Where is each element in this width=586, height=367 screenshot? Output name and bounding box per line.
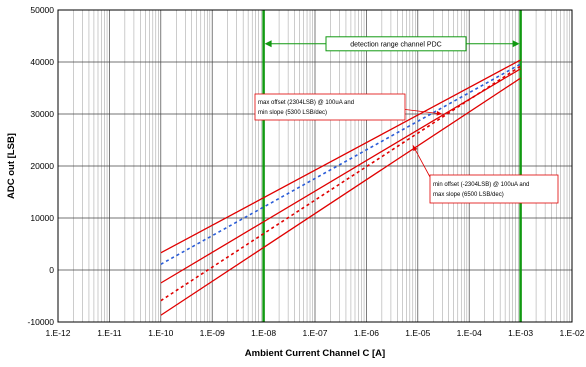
x-tick-label: 1.E-03: [508, 328, 533, 338]
x-tick-label: 1.E-06: [354, 328, 379, 338]
x-axis-title: Ambient Current Channel C [A]: [245, 348, 385, 359]
x-tick-label: 1.E-05: [405, 328, 430, 338]
y-tick-label: 30000: [30, 109, 54, 119]
series-group: [160, 59, 522, 316]
x-tick-label: 1.E-07: [302, 328, 327, 338]
y-axis-title: ADC out [LSB]: [6, 133, 17, 199]
range-label-box: [325, 36, 467, 52]
y-tick-label: 20000: [30, 161, 54, 171]
x-tick-label: 1.E-09: [200, 328, 225, 338]
min-offset-line1: min offset (-2304LSB) @ 100uA and: [433, 182, 529, 188]
y-tick-label: 50000: [30, 5, 54, 15]
range-arrow-right-head: [512, 40, 520, 48]
solid-series-line: [160, 77, 521, 316]
x-tick-label: 1.E-08: [251, 328, 276, 338]
x-tick-label: 1.E-11: [97, 328, 122, 338]
detection-range-lines: [262, 10, 522, 322]
solid-series-line: [160, 59, 521, 254]
x-tick-label: 1.E-04: [457, 328, 482, 338]
min-offset-annotation: min offset (-2304LSB) @ 100uA and max sl…: [412, 145, 559, 204]
y-tick-label: -10000: [28, 317, 55, 327]
x-tick-label: 1.E-10: [148, 328, 173, 338]
detection-range-annotation: detection range channel PDC: [264, 36, 520, 52]
max-offset-line2: min slope (5300 LSB/dec): [258, 110, 327, 116]
max-offset-arrow-head: [436, 111, 443, 116]
x-tick-label: 1.E-02: [559, 328, 584, 338]
x-tick-labels: 1.E-12 1.E-11 1.E-10 1.E-09 1.E-08 1.E-07 1.E-…: [45, 328, 584, 338]
plot-border: [57, 9, 573, 323]
max-offset-line1: max offset (2304LSB) @ 100uA and: [258, 100, 354, 106]
dashed-series-line: [160, 63, 521, 265]
min-offset-box: [429, 174, 559, 204]
y-tick-label: 10000: [30, 213, 54, 223]
min-offset-arrow-head: [412, 145, 418, 152]
range-arrow-left-head: [264, 40, 272, 48]
y-tick-label: 0: [49, 265, 54, 275]
y-tick-label: 40000: [30, 57, 54, 67]
max-offset-annotation: max offset (2304LSB) @ 100uA and min slo…: [254, 93, 443, 121]
min-offset-arrow: [412, 145, 431, 178]
solid-series-line: [160, 68, 521, 284]
y-tick-labels: -10000 0 10000 20000 30000 40000 50000: [28, 5, 55, 327]
min-offset-line2: max slope (6500 LSB/dec): [433, 192, 504, 198]
range-label: detection range channel PDC: [350, 41, 441, 48]
max-offset-box: [254, 93, 406, 121]
x-tick-label: 1.E-12: [45, 328, 70, 338]
